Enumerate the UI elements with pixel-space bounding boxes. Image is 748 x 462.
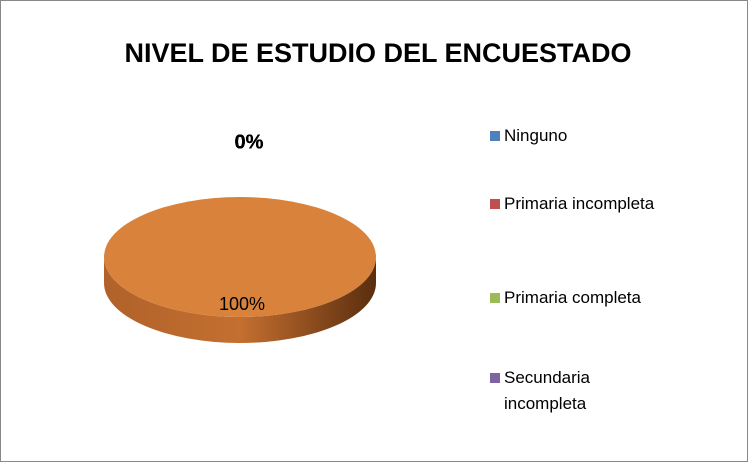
legend-entry: Primaria completa bbox=[490, 285, 664, 311]
legend-entry: Ninguno bbox=[490, 123, 664, 149]
data-label: 0% bbox=[235, 131, 264, 153]
legend-swatch bbox=[490, 293, 500, 303]
chart-title: NIVEL DE ESTUDIO DEL ENCUESTADO bbox=[124, 38, 631, 68]
data-label: 100% bbox=[219, 294, 265, 314]
data-label: 0% bbox=[235, 131, 264, 153]
legend-label: Primaria completa bbox=[504, 288, 641, 307]
legend-swatch bbox=[490, 373, 500, 383]
legend-swatch bbox=[490, 199, 500, 209]
legend-swatch bbox=[490, 131, 500, 141]
data-label: 0% bbox=[235, 131, 264, 153]
legend-label: Ninguno bbox=[504, 126, 568, 145]
legend-label: Primaria incompleta bbox=[504, 194, 655, 213]
legend-entry: Primaria incompleta bbox=[490, 191, 664, 217]
legend-label: Secundaria incompleta bbox=[504, 368, 591, 413]
slice bbox=[104, 197, 376, 317]
legend-entry: Secundaria incompleta bbox=[490, 365, 664, 417]
slice-side bbox=[104, 257, 376, 343]
data-label: 0% bbox=[235, 131, 264, 153]
